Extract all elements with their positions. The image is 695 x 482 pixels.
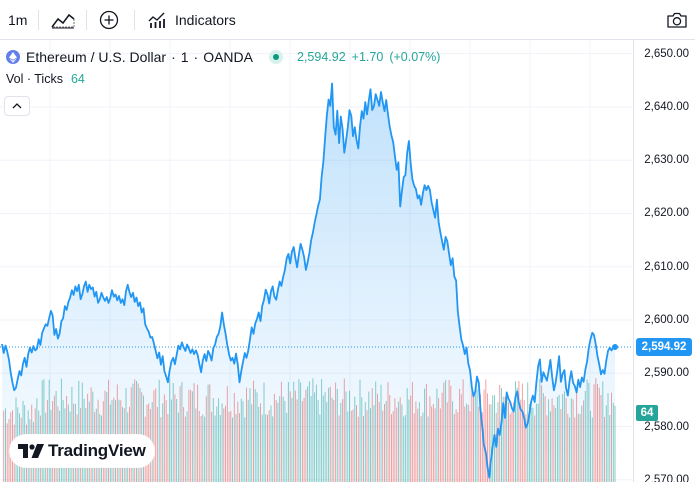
volume-value: 64 bbox=[70, 72, 85, 86]
indicators-button[interactable]: Indicators bbox=[147, 0, 236, 40]
toolbar-divider bbox=[134, 10, 135, 30]
chevron-up-icon bbox=[12, 103, 22, 109]
indicators-icon bbox=[148, 12, 165, 28]
symbol-interval: 1 bbox=[180, 49, 189, 65]
market-status-icon bbox=[269, 50, 283, 64]
change-value: +1.70 bbox=[351, 50, 384, 64]
last-price-marker bbox=[612, 344, 618, 351]
volume-bar bbox=[485, 379, 487, 482]
legend-quote: 2,594.92 +1.70 (+0.07%) bbox=[297, 50, 440, 64]
y-tick-label: 2,580.00 bbox=[644, 420, 689, 433]
legend-separator: · bbox=[193, 49, 199, 65]
camera-icon bbox=[667, 12, 687, 28]
price-area-fill bbox=[2, 83, 615, 482]
screenshot-button[interactable] bbox=[666, 0, 688, 40]
chart-type-button[interactable] bbox=[50, 0, 76, 40]
tradingview-logo-icon bbox=[18, 444, 44, 458]
ethereum-icon bbox=[6, 50, 20, 64]
volume-bar bbox=[492, 395, 494, 482]
price-chart[interactable] bbox=[0, 40, 633, 482]
y-tick-label: 2,610.00 bbox=[644, 260, 689, 273]
y-tick-label: 2,640.00 bbox=[644, 100, 689, 113]
change-percent-value: (+0.07%) bbox=[389, 50, 441, 64]
toolbar-divider bbox=[86, 10, 87, 30]
y-tick-label: 2,590.00 bbox=[644, 367, 689, 380]
y-tick-label: 2,650.00 bbox=[644, 47, 689, 60]
last-price-value: 2,594.92 bbox=[297, 50, 346, 64]
volume-tag: 64 bbox=[636, 405, 658, 421]
interval-label: 1m bbox=[8, 12, 28, 28]
compare-button[interactable] bbox=[99, 0, 119, 40]
volume-label[interactable]: Vol · Ticks bbox=[6, 72, 63, 86]
price-line bbox=[1, 82, 616, 479]
volume-legend: Vol · Ticks 64 bbox=[6, 72, 85, 86]
compare-icon bbox=[99, 10, 119, 30]
y-tick-label: 2,630.00 bbox=[644, 154, 689, 167]
volume-bar bbox=[490, 404, 492, 482]
volume-bar bbox=[488, 404, 490, 482]
tradingview-logo[interactable]: TradingView bbox=[10, 435, 154, 467]
y-tick-label: 2,600.00 bbox=[644, 313, 689, 326]
y-tick-label: 2,570.00 bbox=[644, 473, 689, 482]
chart-toolbar: 1m Indicators bbox=[0, 0, 695, 40]
collapse-legend-button[interactable] bbox=[4, 96, 30, 116]
toolbar-divider bbox=[38, 10, 39, 30]
logo-text: TradingView bbox=[48, 441, 146, 460]
interval-button[interactable]: 1m bbox=[8, 0, 27, 40]
chart-type-icon bbox=[51, 13, 75, 29]
indicators-label: Indicators bbox=[175, 12, 236, 28]
y-tick-label: 2,620.00 bbox=[644, 207, 689, 220]
last-price-line bbox=[0, 344, 633, 351]
price-area bbox=[1, 82, 616, 482]
symbol-legend: Ethereum / U.S. Dollar · 1 · OANDA 2,594… bbox=[6, 46, 440, 68]
symbol-exchange: OANDA bbox=[203, 49, 253, 65]
volume-bar bbox=[487, 393, 488, 482]
symbol-name[interactable]: Ethereum / U.S. Dollar bbox=[26, 49, 167, 65]
volume-bar bbox=[483, 389, 485, 482]
legend-separator: · bbox=[171, 49, 176, 65]
last-price-tag: 2,594.92 bbox=[636, 338, 692, 357]
price-axis[interactable]: 2,650.00 2,640.00 2,630.00 2,620.00 2,610.00… bbox=[633, 40, 695, 482]
